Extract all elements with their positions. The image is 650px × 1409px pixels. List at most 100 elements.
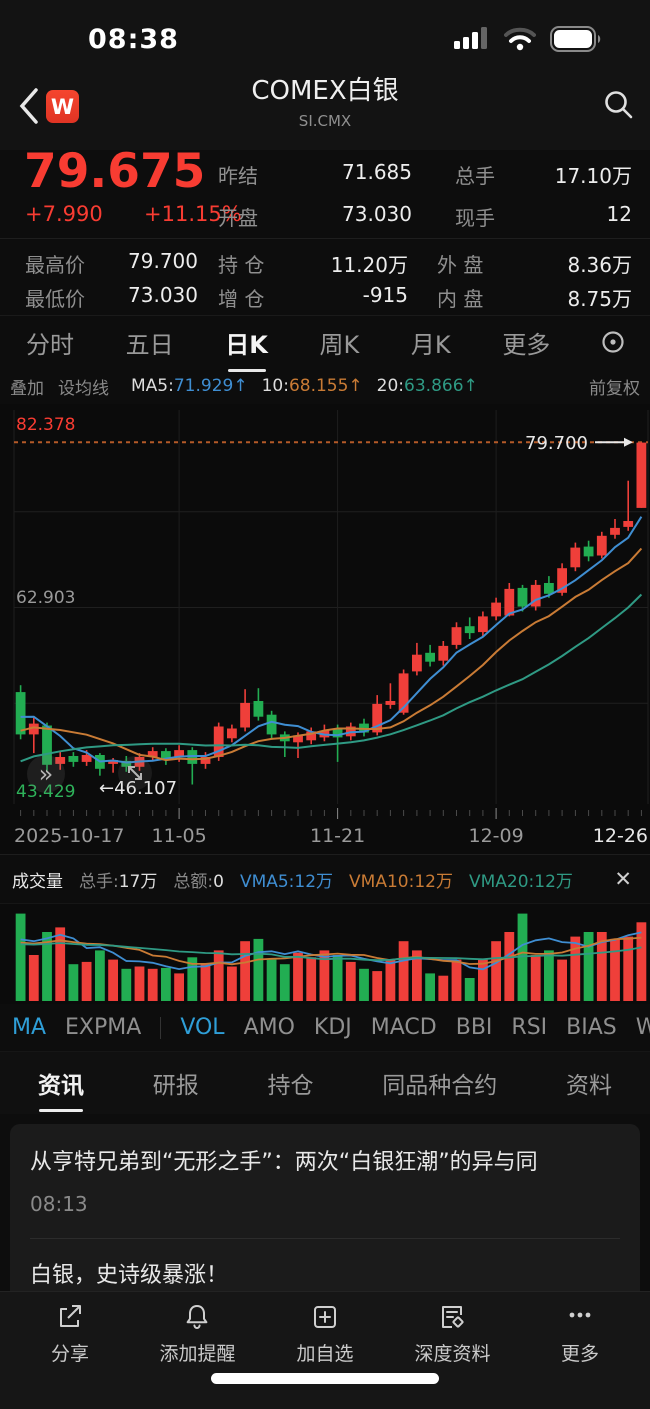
indicator-tab-bar: MA EXPMA VOL AMO KDJ MACD BBI RSI BIAS W… — [0, 1004, 650, 1052]
cellular-signal-icon — [454, 27, 487, 49]
indicator-tab-kdj[interactable]: KDJ — [313, 1015, 352, 1040]
wifi-icon — [504, 27, 536, 51]
wind-app-logo: W — [46, 90, 79, 123]
svg-text:12-09: 12-09 — [468, 825, 523, 847]
indicator-tab-vol[interactable]: VOL — [180, 1015, 225, 1040]
stat-value: 79.700 — [128, 249, 198, 273]
ma20-label: 20: — [376, 376, 405, 396]
more-button[interactable]: 更多 — [550, 1302, 610, 1366]
plus-square-icon — [313, 1306, 336, 1328]
volume-header: 成交量 总手:17万 总额:0 VMA5:12万 VMA10:12万 VMA20… — [0, 854, 650, 904]
search-icon[interactable] — [602, 88, 634, 120]
stat-label: 最低价 — [25, 287, 85, 311]
indicator-tab-bbi[interactable]: BBI — [455, 1015, 493, 1040]
deep-data-button[interactable]: 深度资料 — [414, 1302, 490, 1366]
ma-readout-bar: 叠加 设均线 MA5:71.929↑ 10:68.155↑ 20:63.866↑… — [0, 368, 650, 404]
svg-text:»: » — [39, 760, 54, 788]
battery-icon — [550, 26, 601, 52]
svg-text:82.378: 82.378 — [16, 415, 75, 435]
field-label: 开盘 — [218, 206, 258, 230]
vma10-readout: VMA10:12万 — [349, 871, 453, 892]
tab-5day[interactable]: 五日 — [125, 330, 174, 359]
period-tab-bar: 分时 五日 日K 周K 月K 更多 — [0, 315, 650, 368]
field-label: 现手 — [455, 206, 495, 230]
add-watchlist-button[interactable]: 加自选 — [295, 1302, 355, 1366]
tab-news[interactable]: 资讯 — [38, 1060, 84, 1106]
stat-label: 最高价 — [25, 253, 85, 277]
news-item-time: 08:13 — [30, 1191, 88, 1216]
total-amount-value: 0 — [213, 871, 224, 892]
svg-text:62.903: 62.903 — [16, 588, 75, 608]
ma5-label: MA5: — [131, 376, 174, 396]
field-value: 73.030 — [342, 202, 412, 226]
document-diamond-icon — [442, 1306, 465, 1328]
chart-settings-gear-icon[interactable] — [600, 329, 626, 355]
svg-text:79.700: 79.700 — [525, 433, 588, 454]
clock: 08:38 — [88, 24, 179, 55]
tab-same-variety[interactable]: 同品种合约 — [382, 1073, 498, 1099]
svg-text:11-05: 11-05 — [151, 825, 206, 847]
divider — [0, 238, 650, 239]
tab-monthly-k[interactable]: 月K — [410, 330, 451, 359]
stats-panel: 最高价 79.700 持 仓 11.20万 外 盘 8.36万 最低价 73.0… — [0, 239, 650, 315]
svg-text:11-21: 11-21 — [310, 825, 365, 847]
share-icon — [60, 1305, 81, 1327]
indicator-tab-amo[interactable]: AMO — [243, 1015, 295, 1040]
indicator-tab-expma[interactable]: EXPMA — [65, 1015, 142, 1040]
page-title: COMEX白银 — [251, 76, 399, 106]
tab-separator — [160, 1016, 162, 1039]
symbol-code: SI.CMX — [298, 112, 352, 130]
candlestick-chart[interactable]: 82.378 62.903 43.429 79.700 ←46.107 » 2025-10-… — [0, 404, 650, 854]
svg-text:2025-10-17: 2025-10-17 — [14, 825, 124, 847]
field-label: 总手 — [455, 164, 495, 188]
price-change-percent: +11.15% — [144, 202, 242, 226]
indicator-tab-ma[interactable]: MA — [12, 1015, 47, 1040]
vma20-readout: VMA20:12万 — [468, 871, 573, 892]
total-lots-label: 总手: — [79, 871, 119, 892]
close-volume-pane-icon[interactable]: ✕ — [614, 867, 632, 891]
stat-label: 内 盘 — [437, 287, 484, 311]
volume-title: 成交量 — [12, 871, 63, 892]
news-item-title[interactable]: 从亨特兄弟到“无形之手”：两次“白银狂潮”的异与同 — [30, 1150, 538, 1175]
tab-research[interactable]: 研报 — [152, 1073, 199, 1099]
svg-text:←46.107: ←46.107 — [99, 778, 177, 799]
ma10-label: 10: — [261, 376, 289, 396]
quote-panel: 79.675 +7.990 +11.15% 昨结 71.685 开盘 73.03… — [0, 144, 650, 238]
stat-label: 增 仓 — [218, 287, 265, 311]
back-button[interactable] — [16, 86, 42, 126]
bell-icon — [187, 1305, 208, 1330]
tab-weekly-k[interactable]: 周K — [319, 330, 360, 359]
news-item-title[interactable]: 白银，史诗级暴涨！ — [30, 1262, 229, 1288]
svg-text:43.429: 43.429 — [16, 782, 75, 802]
volume-chart[interactable] — [0, 904, 650, 1004]
field-label: 昨结 — [218, 164, 258, 188]
tab-profile[interactable]: 资料 — [566, 1073, 612, 1099]
home-indicator[interactable] — [211, 1373, 439, 1384]
tab-daily-k[interactable]: 日K — [223, 321, 270, 364]
ellipsis-icon — [569, 1312, 591, 1318]
indicator-tab-rsi[interactable]: RSI — [511, 1015, 548, 1040]
header: W COMEX白银 SI.CMX — [0, 64, 650, 150]
total-lots-value: 17万 — [118, 871, 158, 892]
last-price: 79.675 — [24, 144, 206, 199]
ma20-value: 63.866↑ — [404, 376, 478, 396]
add-alert-button[interactable]: 添加提醒 — [159, 1302, 236, 1366]
field-value: 12 — [606, 202, 632, 226]
stat-value: 8.36万 — [567, 253, 632, 277]
overlay-button[interactable]: 叠加 — [10, 378, 44, 399]
adjust-mode-button[interactable]: 前复权 — [589, 378, 640, 399]
indicator-tab-bias[interactable]: BIAS — [566, 1015, 617, 1040]
tab-more[interactable]: 更多 — [502, 330, 551, 359]
indicator-tab-wr[interactable]: W&R — [636, 1015, 650, 1040]
indicator-tab-macd[interactable]: MACD — [370, 1015, 437, 1040]
ma10-value: 68.155↑ — [288, 376, 363, 396]
share-button[interactable]: 分享 — [40, 1302, 100, 1366]
tab-positions[interactable]: 持仓 — [267, 1073, 314, 1099]
vma5-readout: VMA5:12万 — [239, 871, 334, 892]
tab-minute[interactable]: 分时 — [26, 330, 74, 359]
total-amount-label: 总额: — [173, 871, 214, 892]
news-tab-bar: 资讯 研报 持仓 同品种合约 资料 — [0, 1052, 650, 1114]
divider — [30, 1237, 620, 1239]
set-ma-button[interactable]: 设均线 — [58, 378, 109, 399]
ma5-value: 71.929↑ — [173, 376, 248, 396]
